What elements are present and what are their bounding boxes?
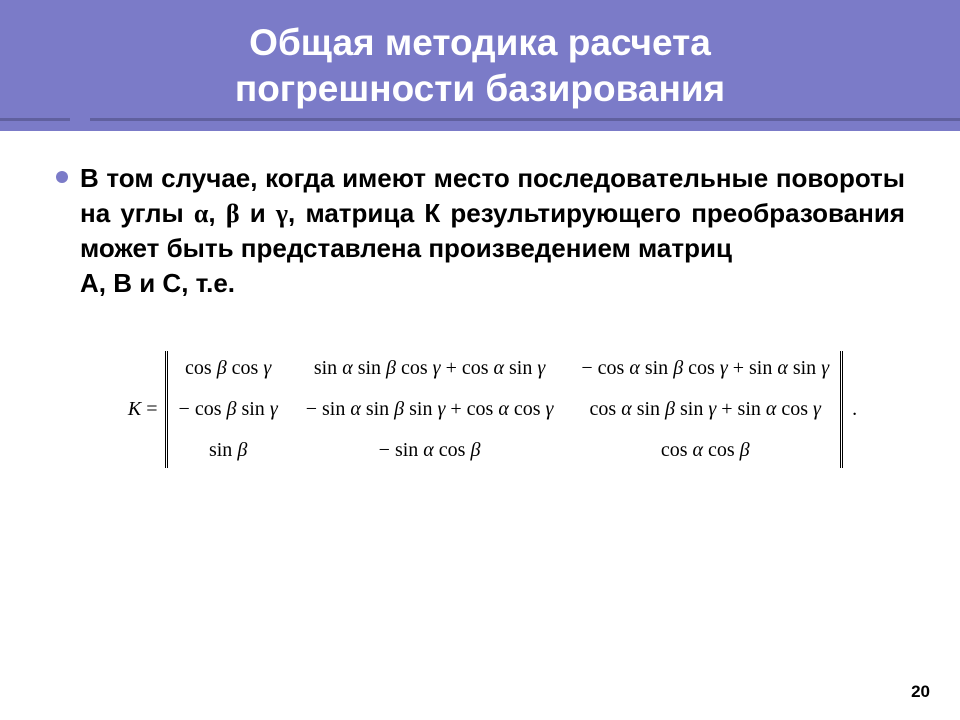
- gamma: γ: [276, 199, 288, 228]
- matrix-bar-right: [840, 351, 843, 468]
- body-part3: А, В и С, т.е.: [80, 268, 235, 298]
- bullet-paragraph: В том случае, когда имеют место последов…: [80, 161, 905, 301]
- cell-0-0: cos β cos γ: [179, 357, 278, 380]
- cell-0-2: − cos α sin β cos γ + sin α sin γ: [581, 357, 829, 380]
- body-text: В том случае, когда имеют место последов…: [80, 161, 905, 301]
- matrix-grid: cos β cos γ sin α sin β cos γ + cos α si…: [169, 351, 840, 468]
- cell-1-0: − cos β sin γ: [179, 398, 278, 421]
- matrix: cos β cos γ sin α sin β cos γ + cos α si…: [164, 351, 845, 468]
- cell-2-1: − sin α cos β: [306, 439, 554, 462]
- header-underline: [0, 118, 960, 121]
- beta: β: [226, 199, 240, 228]
- cell-0-1: sin α sin β cos γ + cos α sin γ: [306, 357, 554, 380]
- underline-left: [0, 118, 70, 121]
- slide-title: Общая методика расчета погрешности базир…: [0, 20, 960, 113]
- sep2: и: [240, 198, 276, 228]
- page-number: 20: [911, 682, 930, 702]
- matrix-bar-left: [165, 351, 168, 468]
- alpha: α: [194, 199, 209, 228]
- matrix-period: .: [844, 398, 857, 421]
- cell-2-2: cos α cos β: [581, 439, 829, 462]
- cell-1-2: cos α sin β sin γ + sin α cos γ: [581, 398, 829, 421]
- cell-1-1: − sin α sin β sin γ + cos α cos γ: [306, 398, 554, 421]
- slide-body: В том случае, когда имеют место последов…: [0, 131, 960, 468]
- cell-2-0: sin β: [179, 439, 278, 462]
- matrix-lhs: K =: [128, 398, 164, 421]
- bullet-icon: [56, 171, 68, 183]
- sep1: ,: [208, 198, 225, 228]
- title-line-2: погрешности базирования: [235, 68, 725, 109]
- matrix-equation: K = cos β cos γ sin α sin β cos γ + cos …: [80, 351, 905, 468]
- slide-header: Общая методика расчета погрешности базир…: [0, 0, 960, 131]
- title-line-1: Общая методика расчета: [249, 22, 711, 63]
- underline-right: [90, 118, 960, 121]
